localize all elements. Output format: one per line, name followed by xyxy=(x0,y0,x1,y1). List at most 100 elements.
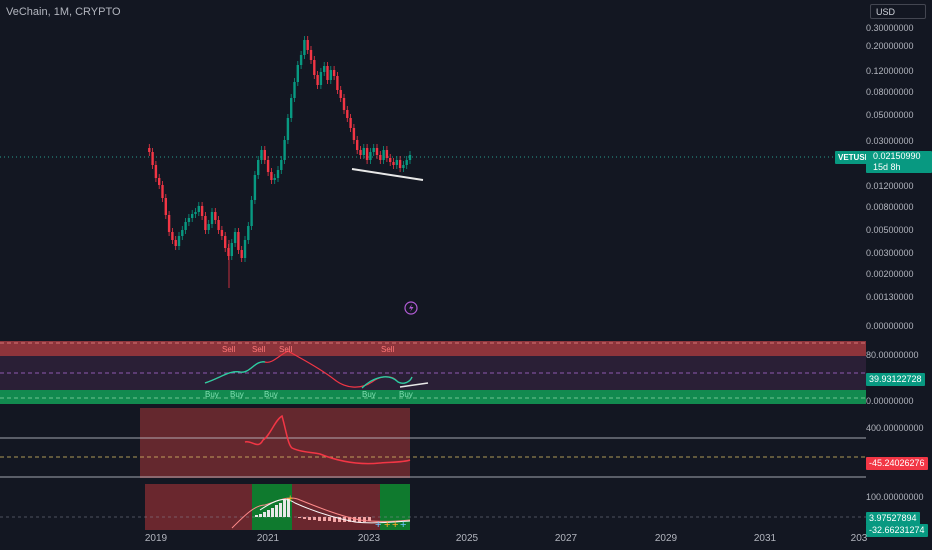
rsi-line-green xyxy=(204,361,413,389)
macd-signal-line xyxy=(231,497,411,529)
candle-body xyxy=(220,230,224,236)
price-tick: 0.00800000 xyxy=(866,202,914,212)
candle-body xyxy=(342,98,346,110)
candle-body xyxy=(303,40,306,55)
support-trendline xyxy=(351,168,424,181)
candle-body xyxy=(280,160,283,170)
rsi-buy-label: Buy xyxy=(264,390,278,399)
candle-body xyxy=(161,185,164,198)
candle-body xyxy=(266,160,270,172)
candle-body xyxy=(313,60,316,75)
macd-histogram-bar xyxy=(298,517,301,518)
candle-body xyxy=(167,215,171,232)
candle-body xyxy=(408,155,412,160)
candle-body xyxy=(309,50,313,60)
candle-body xyxy=(210,212,214,224)
candle-body xyxy=(339,90,342,98)
macd-histogram-bar xyxy=(255,515,258,517)
macd-histogram-bar xyxy=(271,508,274,517)
macd-histogram-bar xyxy=(263,512,266,517)
current-price-value: 0.02150990 xyxy=(873,151,921,161)
candle-body xyxy=(151,152,154,165)
macd-cross-marker: + xyxy=(392,519,398,531)
macd-value-tag: -32.66231274 xyxy=(866,524,928,537)
candle-body xyxy=(392,162,395,165)
macd-histogram-bar xyxy=(283,500,286,517)
candle-body xyxy=(247,226,250,240)
price-tick: 0.01200000 xyxy=(866,181,914,191)
candle-body xyxy=(224,236,227,248)
rsi-sell-label: Sell xyxy=(252,345,266,354)
candle-body xyxy=(148,148,151,152)
candle-body xyxy=(250,200,253,226)
macd-histogram-bar xyxy=(368,517,371,521)
year-label: 2023 xyxy=(357,533,381,544)
rsi-buy-label: Buy xyxy=(205,390,219,399)
candle-body xyxy=(181,230,184,236)
year-label: 2025 xyxy=(455,533,479,544)
rsi-tick: 0.00000000 xyxy=(866,396,914,406)
rsi-sell-label: Sell xyxy=(381,345,395,354)
candle-body xyxy=(398,160,402,168)
candle-body xyxy=(286,118,290,140)
candle-body xyxy=(369,152,372,160)
macd-histogram-bar xyxy=(323,517,326,521)
candle-body xyxy=(346,110,349,118)
candle-body xyxy=(293,82,296,98)
candle-body xyxy=(263,150,266,160)
macd-histogram-bar xyxy=(328,517,331,521)
price-tick: 0.00200000 xyxy=(866,269,914,279)
macd-histogram-bar xyxy=(363,517,366,522)
candle-body xyxy=(336,76,339,90)
macd-cross-marker: + xyxy=(400,519,406,531)
cci-highlight-zone xyxy=(140,408,410,478)
candle-body xyxy=(214,212,217,220)
cci-line xyxy=(244,414,411,465)
candle-body xyxy=(164,198,167,215)
candle-body xyxy=(389,158,392,162)
candle-body xyxy=(319,72,323,85)
macd-histogram-bar xyxy=(353,517,356,522)
rsi-sell-label: Sell xyxy=(222,345,236,354)
currency-button[interactable]: USD xyxy=(870,4,926,19)
candle-body xyxy=(154,165,158,178)
candle-body xyxy=(177,236,181,246)
macd-histogram-bar xyxy=(303,517,306,519)
rsi-buy-label: Buy xyxy=(362,390,376,399)
candle-body xyxy=(372,148,375,152)
candle-body xyxy=(299,55,303,65)
price-tick: 0.00130000 xyxy=(866,292,914,302)
year-label: 2019 xyxy=(144,533,168,544)
macd-histogram-bar xyxy=(308,517,311,520)
price-scale[interactable]: 0.30000000 0.20000000 0.12000000 0.08000… xyxy=(866,0,932,550)
macd-tick: 100.00000000 xyxy=(866,492,924,502)
candle-body xyxy=(382,150,385,160)
cci-value-tag: -45.24026276 xyxy=(866,457,928,470)
rsi-trendline xyxy=(399,382,429,388)
candle-body xyxy=(187,218,191,222)
candle-body xyxy=(356,140,359,150)
candle-body xyxy=(402,165,405,168)
price-tick: 0.12000000 xyxy=(866,66,914,76)
macd-histogram-bar xyxy=(318,517,321,521)
candle-body xyxy=(329,70,332,80)
price-tick: 0.03000000 xyxy=(866,136,914,146)
candle-body xyxy=(174,240,177,246)
candle-body xyxy=(158,178,161,185)
candle-body xyxy=(260,150,263,160)
candle-body xyxy=(395,160,398,165)
current-price-tag: 0.02150990 15d 8h xyxy=(866,151,932,173)
candle-body xyxy=(243,240,247,258)
candle-body xyxy=(253,175,257,200)
candle-body xyxy=(362,148,365,155)
candle-body xyxy=(349,118,352,128)
candle-body xyxy=(227,248,230,256)
candle-body xyxy=(257,160,260,175)
macd-histogram-bar xyxy=(313,517,316,520)
lightning-icon[interactable] xyxy=(404,301,418,315)
candle-body xyxy=(365,148,369,160)
symbol-tag: VETUSD xyxy=(835,151,874,164)
macd-histogram-bar xyxy=(275,505,278,517)
candle-body xyxy=(204,216,207,230)
